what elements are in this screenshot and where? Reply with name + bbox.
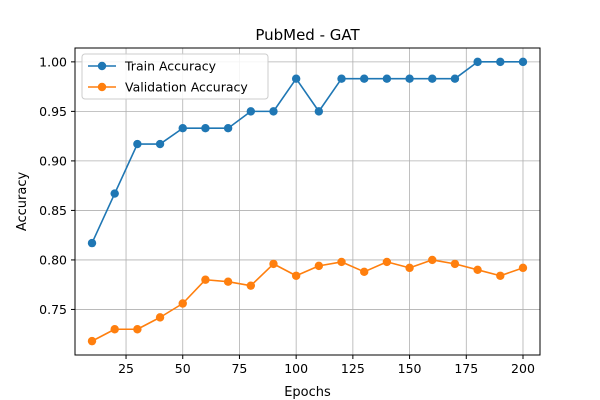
x-tick-label: 25: [118, 361, 134, 376]
legend-item: Validation Accuracy: [88, 80, 248, 95]
data-point: [269, 259, 278, 269]
legend-label: Train Accuracy: [124, 59, 217, 74]
chart-title: PubMed - GAT: [255, 26, 360, 44]
data-point: [269, 107, 278, 116]
data-point: [405, 74, 414, 83]
data-point: [314, 107, 324, 116]
data-point: [473, 57, 482, 67]
legend-swatch-marker: [97, 61, 107, 71]
data-point: [473, 265, 482, 275]
y-tick-label: 0.95: [39, 104, 67, 119]
data-point: [360, 267, 369, 277]
data-point: [178, 299, 187, 308]
data-point: [201, 124, 210, 133]
data-point: [314, 261, 324, 271]
data-point: [87, 238, 97, 248]
data-point: [382, 257, 392, 267]
data-point: [450, 259, 460, 269]
legend-swatch-marker: [97, 82, 107, 92]
x-tick-label: 75: [231, 361, 247, 376]
legend: Train Accuracy Validation Accuracy: [81, 53, 269, 100]
x-tick-label: 100: [284, 361, 308, 376]
legend-item: Train Accuracy: [88, 59, 217, 74]
data-point: [246, 107, 255, 116]
data-point: [133, 325, 142, 334]
data-point: [133, 139, 142, 149]
y-tick-label: 0.80: [39, 252, 67, 267]
x-tick-label: 175: [454, 361, 478, 376]
data-point: [518, 57, 528, 67]
x-tick-label: 150: [398, 361, 422, 376]
data-point: [291, 74, 301, 83]
x-axis-title: Epochs: [284, 385, 331, 400]
series-train-accuracy: [87, 57, 528, 248]
y-axis-title: Accuracy: [15, 172, 30, 232]
x-tick-label: 50: [175, 361, 191, 376]
data-point: [110, 189, 119, 198]
y-tick-label: 1.00: [39, 54, 67, 69]
data-point: [223, 277, 233, 286]
plot-frame: [74, 47, 541, 356]
data-point: [155, 139, 165, 149]
ticks: 25 50 75 100 125 150 175 200 0.75 0.80 0.85 0.90 0.9…: [39, 54, 535, 376]
data-point: [382, 74, 392, 83]
legend-box: [81, 53, 269, 100]
data-point: [405, 263, 414, 273]
data-point: [155, 313, 165, 322]
data-point: [337, 74, 346, 83]
series-validation-accuracy: [87, 255, 528, 346]
y-tick-label: 0.75: [39, 302, 67, 317]
x-tick-label: 125: [341, 361, 365, 376]
data-point: [428, 255, 437, 265]
data-point: [201, 275, 210, 284]
data-point: [360, 74, 369, 83]
data-point: [496, 271, 505, 280]
legend-label: Validation Accuracy: [125, 80, 248, 95]
data-point: [337, 257, 346, 267]
data-point: [223, 124, 233, 133]
series-layer: [87, 57, 528, 346]
data-point: [110, 325, 119, 334]
data-point: [496, 57, 505, 67]
data-point: [518, 263, 528, 273]
data-point: [246, 281, 255, 290]
data-point: [291, 271, 301, 280]
data-point: [450, 74, 460, 83]
x-tick-label: 200: [511, 361, 535, 376]
y-tick-label: 0.85: [39, 203, 67, 218]
data-point: [87, 336, 97, 346]
y-tick-label: 0.90: [39, 153, 67, 168]
data-point: [428, 74, 437, 83]
data-point: [178, 124, 187, 133]
